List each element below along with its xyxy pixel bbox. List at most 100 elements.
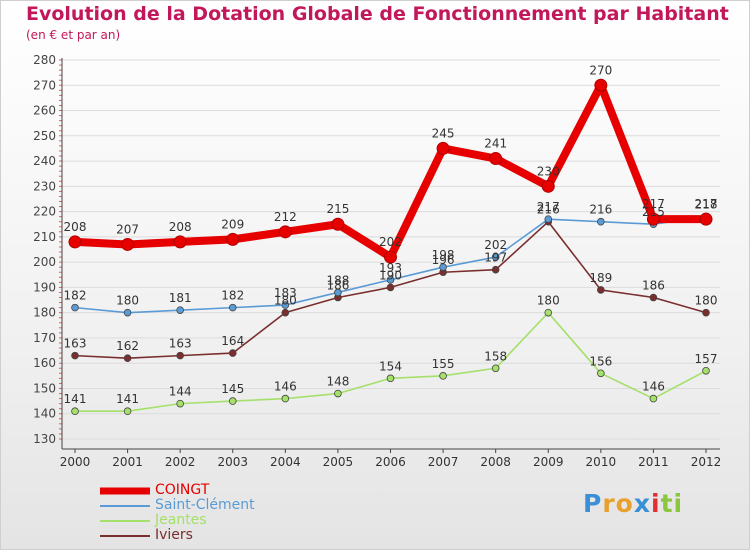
legend-swatch-saint-clement: [100, 505, 150, 507]
data-label: 217: [642, 197, 665, 211]
data-point: [278, 225, 292, 239]
data-point: [71, 407, 79, 416]
data-point: [123, 407, 132, 416]
data-label: 186: [326, 279, 349, 293]
data-label: 188: [326, 273, 349, 287]
y-tick-label: 270: [33, 78, 56, 92]
y-tick-label: 240: [33, 154, 56, 168]
data-label: 164: [221, 334, 244, 348]
data-label: 241: [484, 137, 507, 151]
data-label: 198: [432, 248, 455, 262]
y-tick-label: 150: [33, 381, 56, 395]
data-point: [386, 374, 395, 383]
data-point: [491, 364, 500, 373]
data-label: 181: [169, 291, 192, 305]
data-point: [176, 399, 184, 408]
logo-letter: i: [673, 489, 684, 518]
x-tick-label: 2005: [323, 455, 354, 469]
data-point: [699, 212, 713, 226]
x-tick-label: 2009: [533, 455, 564, 469]
data-point: [331, 217, 345, 231]
y-tick-label: 190: [33, 280, 56, 294]
data-label: 145: [221, 382, 244, 396]
y-tick-label: 130: [33, 432, 56, 446]
data-label: 217: [695, 197, 718, 211]
data-point: [649, 394, 658, 403]
y-tick-label: 230: [33, 179, 56, 193]
data-point: [281, 308, 290, 317]
data-point: [597, 217, 605, 226]
logo-letter: x: [633, 489, 651, 518]
legend-swatch-iviers: [100, 535, 150, 537]
data-point: [386, 276, 395, 284]
data-label: 189: [589, 271, 612, 285]
y-tick-label: 160: [33, 356, 56, 370]
data-point: [597, 286, 605, 294]
x-tick-label: 2002: [165, 455, 196, 469]
legend-swatch-coingt: [100, 487, 150, 495]
data-point: [491, 265, 500, 274]
y-tick-label: 140: [33, 407, 56, 421]
data-label: 146: [274, 380, 297, 394]
x-tick-label: 2007: [428, 455, 459, 469]
data-point: [176, 351, 184, 360]
logo-letter: t: [660, 489, 674, 518]
proxiti-logo: Proxiti: [583, 489, 683, 518]
x-tick-label: 2008: [480, 455, 511, 469]
data-label: 180: [116, 294, 139, 308]
data-label: 182: [221, 289, 244, 303]
data-point: [71, 303, 79, 312]
data-label: 163: [64, 337, 87, 351]
data-point: [646, 212, 660, 226]
y-tick-label: 250: [33, 129, 56, 143]
data-label: 180: [695, 294, 718, 308]
data-label: 163: [169, 337, 192, 351]
data-point: [649, 293, 658, 302]
x-tick-label: 2012: [691, 455, 722, 469]
data-point: [281, 301, 290, 309]
data-label: 154: [379, 359, 402, 373]
data-point: [544, 215, 553, 223]
data-label: 215: [642, 205, 665, 219]
data-label: 183: [274, 286, 297, 300]
y-tick-label: 170: [33, 331, 56, 345]
data-point: [702, 308, 710, 317]
data-point: [226, 232, 240, 246]
data-label: 193: [379, 261, 402, 275]
data-label: 245: [432, 126, 455, 140]
data-point: [123, 354, 132, 362]
data-point: [228, 397, 237, 405]
data-label: 155: [432, 357, 455, 371]
data-label: 196: [432, 253, 455, 267]
logo-letter: i: [651, 489, 661, 518]
data-label: 186: [642, 279, 665, 293]
data-point: [489, 152, 503, 166]
data-label: 202: [379, 235, 402, 249]
data-label: 212: [274, 210, 297, 224]
x-tick-label: 2001: [112, 455, 143, 469]
legend-swatch-jeantes: [100, 520, 150, 522]
data-point: [541, 179, 555, 193]
data-label: 202: [484, 238, 507, 252]
y-tick-label: 210: [33, 230, 56, 244]
data-label: 144: [169, 385, 192, 399]
data-label: 216: [589, 203, 612, 217]
data-label: 156: [589, 354, 612, 368]
y-tick-label: 280: [33, 53, 56, 67]
data-label: 230: [537, 164, 560, 178]
data-label: 146: [642, 380, 665, 394]
data-point: [71, 351, 79, 360]
data-point: [439, 263, 447, 271]
data-label: 162: [116, 339, 139, 353]
data-point: [491, 253, 500, 261]
logo-letter: P: [583, 489, 603, 518]
y-tick-label: 260: [33, 104, 56, 118]
legend-label-jeantes: Jeantes: [155, 512, 207, 528]
data-label: 141: [116, 392, 139, 406]
data-point: [384, 250, 397, 264]
chart-title: Evolution de la Dotation Globale de Fonc…: [26, 3, 729, 25]
data-point: [228, 303, 237, 312]
x-tick-label: 2003: [217, 455, 248, 469]
